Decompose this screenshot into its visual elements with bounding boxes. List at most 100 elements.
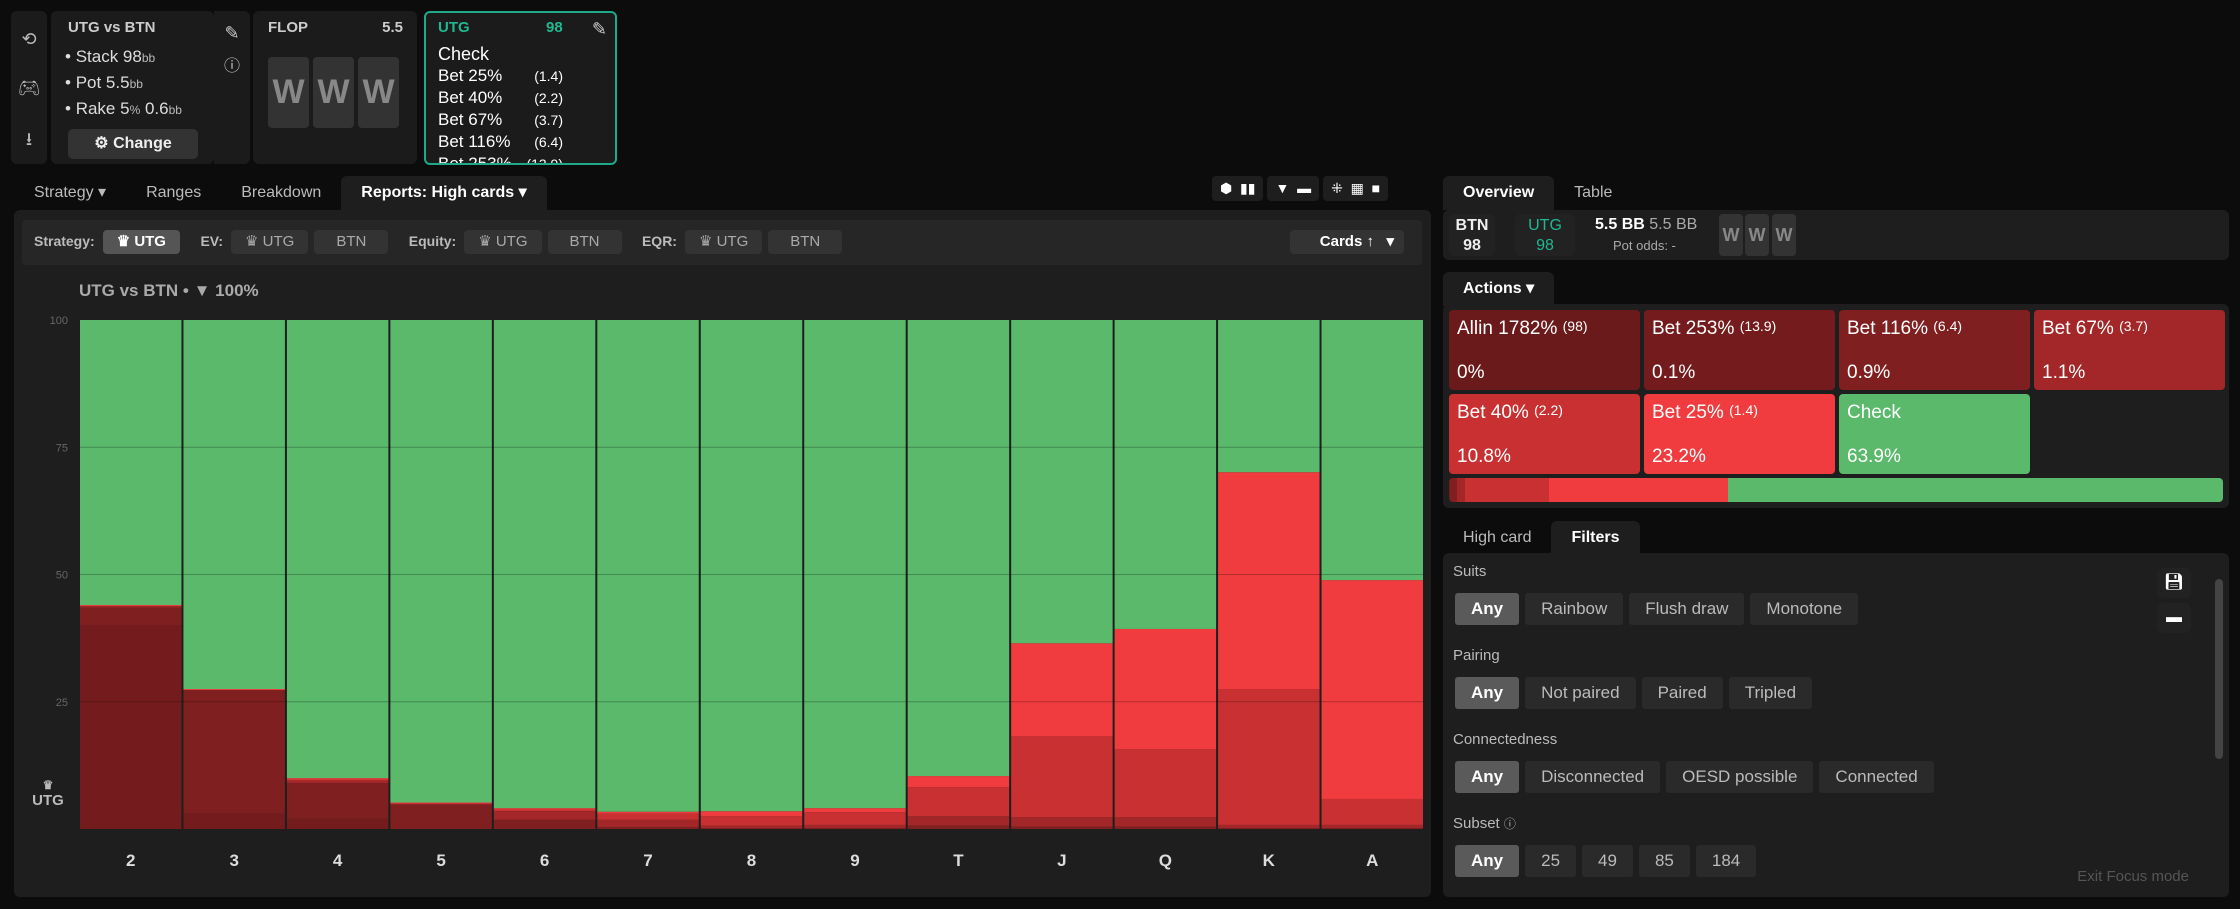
save-icon[interactable]: 💾︎ (2157, 568, 2191, 598)
bar-segment-bet-67--5[interactable] (390, 803, 492, 805)
bar-segment-bet-253--2[interactable] (80, 625, 182, 829)
bar-segment-check-6[interactable] (493, 320, 596, 809)
bar-segment-bet-25--Q[interactable] (1114, 628, 1217, 750)
bar-segment-bet-253--3[interactable] (183, 813, 285, 829)
bar-segment-check-9[interactable] (804, 320, 906, 809)
exit-focus-mode-link[interactable]: Exit Focus mode (2077, 868, 2189, 885)
gamepad-icon[interactable]: 🎮︎ (17, 78, 41, 98)
bar-segment-bet-40--4[interactable] (286, 779, 389, 781)
bar-segment-bet-116--J[interactable] (1011, 826, 1113, 829)
filter-option[interactable]: Any (1455, 845, 1520, 877)
bar-segment-check-K[interactable] (1218, 320, 1320, 473)
edit-icon[interactable]: ✎ (224, 23, 240, 43)
bar-segment-bet-116--A[interactable] (1321, 827, 1423, 829)
filter-option[interactable]: Monotone (1750, 593, 1859, 625)
square-icon[interactable]: ■ (1371, 180, 1381, 196)
strategy-utg-toggle[interactable]: ♛ UTG (102, 230, 180, 254)
bar-segment-bet-67--4[interactable] (286, 780, 389, 784)
bar-segment-bet-67--Q[interactable] (1114, 817, 1217, 827)
ev-utg-toggle[interactable]: ♛ UTG (231, 230, 309, 254)
bar-segment-bet-116--5[interactable] (390, 804, 492, 829)
bar-segment-bet-67--8[interactable] (700, 825, 803, 828)
tab-breakdown[interactable]: Breakdown (241, 184, 322, 201)
action-tile[interactable]: Bet 67% (3.7) 1.1% (2034, 310, 2225, 390)
bar-segment-bet-67--K[interactable] (1218, 824, 1320, 828)
bar-segment-check-3[interactable] (183, 320, 285, 690)
bar-segment-check-T[interactable] (907, 320, 1010, 777)
filter-option[interactable]: Paired (1641, 677, 1723, 709)
bar-segment-bet-25--8[interactable] (700, 811, 803, 817)
filter-option[interactable]: Disconnected (1525, 761, 1661, 793)
bar-chart-icon[interactable]: ▮▮ (1240, 180, 1256, 196)
bar-segment-bet-116--Q[interactable] (1114, 826, 1217, 829)
bar-segment-bet-67--A[interactable] (1321, 824, 1423, 828)
bar-segment-bet-25--7[interactable] (597, 811, 699, 814)
bar-segment-bet-25--4[interactable] (286, 778, 389, 780)
bar-segment-bet-25--9[interactable] (804, 808, 906, 813)
filter-option[interactable]: Any (1455, 677, 1520, 709)
filter-option[interactable]: Not paired (1525, 677, 1636, 709)
bar-segment-bet-116--2[interactable] (80, 607, 182, 626)
bar-segment-bet-116--6[interactable] (493, 819, 596, 829)
bar-segment-bet-67--2[interactable] (80, 606, 182, 608)
equity-btn-toggle[interactable]: BTN (547, 230, 622, 254)
action-tile[interactable]: Allin 1782% (98) 0% (1449, 310, 1640, 390)
action-tile[interactable]: Bet 25% (1.4) 23.2% (1644, 394, 1835, 474)
reset-icon[interactable]: ⟲ (21, 29, 37, 49)
bar-segment-bet-25--J[interactable] (1011, 643, 1113, 737)
action-tile[interactable]: Check 63.9% (1839, 394, 2030, 474)
bar-segment-bet-40--T[interactable] (907, 787, 1010, 817)
bar-segment-bet-40--7[interactable] (597, 813, 699, 820)
node-action-item[interactable]: Bet 40% (2.2) (438, 87, 563, 109)
bar-segment-bet-116--K[interactable] (1218, 827, 1320, 829)
bar-segment-bet-116--4[interactable] (286, 783, 389, 819)
node-action-item[interactable]: Bet 253% (13.9) (438, 153, 563, 163)
bar-segment-bet-25--6[interactable] (493, 808, 596, 810)
bar-segment-check-4[interactable] (286, 320, 389, 779)
tab-table[interactable]: Table (1574, 184, 1613, 201)
filter-option[interactable]: OESD possible (1666, 761, 1814, 793)
node-action-item[interactable]: Check (438, 43, 563, 65)
eqr-utg-toggle[interactable]: ♛ UTG (684, 230, 763, 254)
bar-segment-check-5[interactable] (390, 320, 492, 803)
bar-segment-bet-40--8[interactable] (700, 816, 803, 826)
filter-option[interactable]: 25 (1525, 845, 1577, 877)
node-action-item[interactable]: Bet 116% (6.4) (438, 131, 563, 153)
bar-segment-check-7[interactable] (597, 320, 699, 812)
compact-icon[interactable]: ⁜ (1331, 180, 1343, 196)
filter-option[interactable]: Connected (1819, 761, 1934, 793)
tab-overview[interactable]: Overview (1443, 176, 1555, 210)
board-card[interactable]: W (358, 57, 399, 128)
bar-segment-bet-67--7[interactable] (597, 819, 699, 827)
bar-segment-bet-25--A[interactable] (1321, 580, 1423, 799)
bar-segment-check-2[interactable] (80, 320, 182, 606)
bar-segment-bet-25--K[interactable] (1218, 472, 1320, 690)
tab-high-card[interactable]: High card (1463, 529, 1532, 546)
action-tile[interactable]: Bet 253% (13.9) 0.1% (1644, 310, 1835, 390)
filter-option[interactable]: Any (1455, 593, 1520, 625)
eqr-btn-toggle[interactable]: BTN (768, 230, 843, 254)
filter-option[interactable]: Any (1455, 761, 1520, 793)
change-button[interactable]: ⚙ Change (68, 129, 198, 159)
tab-reports[interactable]: Reports: High cards ▾ (341, 176, 547, 210)
action-tile[interactable]: Bet 116% (6.4) 0.9% (1839, 310, 2030, 390)
edit-icon[interactable]: ✎ (591, 19, 607, 39)
bar-segment-check-J[interactable] (1011, 320, 1113, 644)
bar-segment-bet-253--4[interactable] (286, 818, 389, 829)
sort-dropdown[interactable]: Cards ↑ ▾ (1289, 230, 1404, 254)
bar-segment-bet-25--T[interactable] (907, 776, 1010, 788)
bar-segment-bet-25--2[interactable] (80, 605, 182, 607)
board-card[interactable]: W (268, 57, 309, 128)
ev-btn-toggle[interactable]: BTN (314, 230, 389, 254)
bar-segment-bet-67--T[interactable] (907, 816, 1010, 826)
flop-card[interactable]: FLOP 5.5 W W W (253, 11, 417, 164)
equity-utg-toggle[interactable]: ♛ UTG (464, 230, 542, 254)
filter-option[interactable]: 85 (1638, 845, 1690, 877)
filter-icon[interactable]: ▼ (1275, 180, 1290, 196)
bar-segment-bet-40--K[interactable] (1218, 689, 1320, 825)
filter-option[interactable]: Tripled (1728, 677, 1813, 709)
filter-option[interactable]: Flush draw (1629, 593, 1745, 625)
folder-icon[interactable]: ▬ (2157, 603, 2191, 633)
node-action-item[interactable]: Bet 25% (1.4) (438, 65, 563, 87)
bar-segment-bet-116--9[interactable] (804, 827, 906, 829)
